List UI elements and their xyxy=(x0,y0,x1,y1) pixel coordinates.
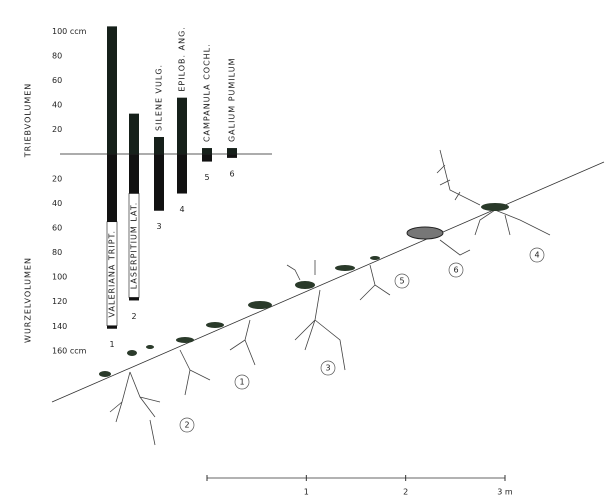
species-number: 2 xyxy=(131,312,136,321)
species-label: GALIUM PUMILUM xyxy=(228,58,237,143)
y-tick-label: 40 xyxy=(52,199,62,208)
bar xyxy=(154,154,164,211)
species-label: CAMPANULA COCHL. xyxy=(203,43,212,142)
species-number: 1 xyxy=(109,340,114,349)
bar xyxy=(177,154,187,193)
scale-tick-label: 1 xyxy=(304,488,309,497)
species-label: VALERIANA TRIPT. xyxy=(108,230,117,317)
y-tick-label: 120 xyxy=(52,297,67,306)
y-tick-label: 40 xyxy=(52,101,62,110)
y-tick-label: 80 xyxy=(52,51,62,60)
y-tick-label: 80 xyxy=(52,248,62,257)
site-label: 1 xyxy=(239,378,244,387)
background xyxy=(0,0,608,502)
root-axis-label: WURZELVOLUMEN xyxy=(24,257,33,343)
shoot-axis-label: TRIEBVOLUMEN xyxy=(24,83,33,159)
site-label: 5 xyxy=(399,277,404,286)
site-label: 2 xyxy=(184,421,189,430)
site-label: 4 xyxy=(534,251,539,260)
y-tick-label: 20 xyxy=(52,125,62,134)
bar xyxy=(177,98,187,155)
y-tick-label: 100 ccm xyxy=(52,27,87,36)
figure: TRIEBVOLUMEN WURZELVOLUMEN 100 ccm 80 60 40… xyxy=(0,0,608,502)
species-label: LASERPITIUM LAT. xyxy=(130,202,139,290)
bar xyxy=(129,114,139,155)
bar xyxy=(202,154,212,161)
y-tick-label: 20 xyxy=(52,174,62,183)
site-label: 6 xyxy=(453,266,458,275)
scale-tick-label: 3 m xyxy=(497,488,513,497)
y-tick-label: 160 ccm xyxy=(52,346,87,355)
bar xyxy=(227,148,237,154)
species-number: 4 xyxy=(179,205,184,214)
scale-tick-label: 2 xyxy=(403,488,408,497)
species-label: EPILOB. ANG. xyxy=(178,26,187,91)
bar xyxy=(202,148,212,154)
species-number: 3 xyxy=(156,222,161,231)
bar xyxy=(227,154,237,158)
species-label: SILENE VULG. xyxy=(155,64,164,131)
bar xyxy=(154,137,164,154)
species-number: 6 xyxy=(229,169,234,178)
y-tick-label: 140 xyxy=(52,322,67,331)
y-tick-label: 60 xyxy=(52,223,62,232)
bar xyxy=(107,26,117,154)
site-label: 3 xyxy=(325,364,330,373)
y-tick-label: 100 xyxy=(52,273,67,282)
species-number: 5 xyxy=(204,173,209,182)
y-tick-label: 60 xyxy=(52,76,62,85)
